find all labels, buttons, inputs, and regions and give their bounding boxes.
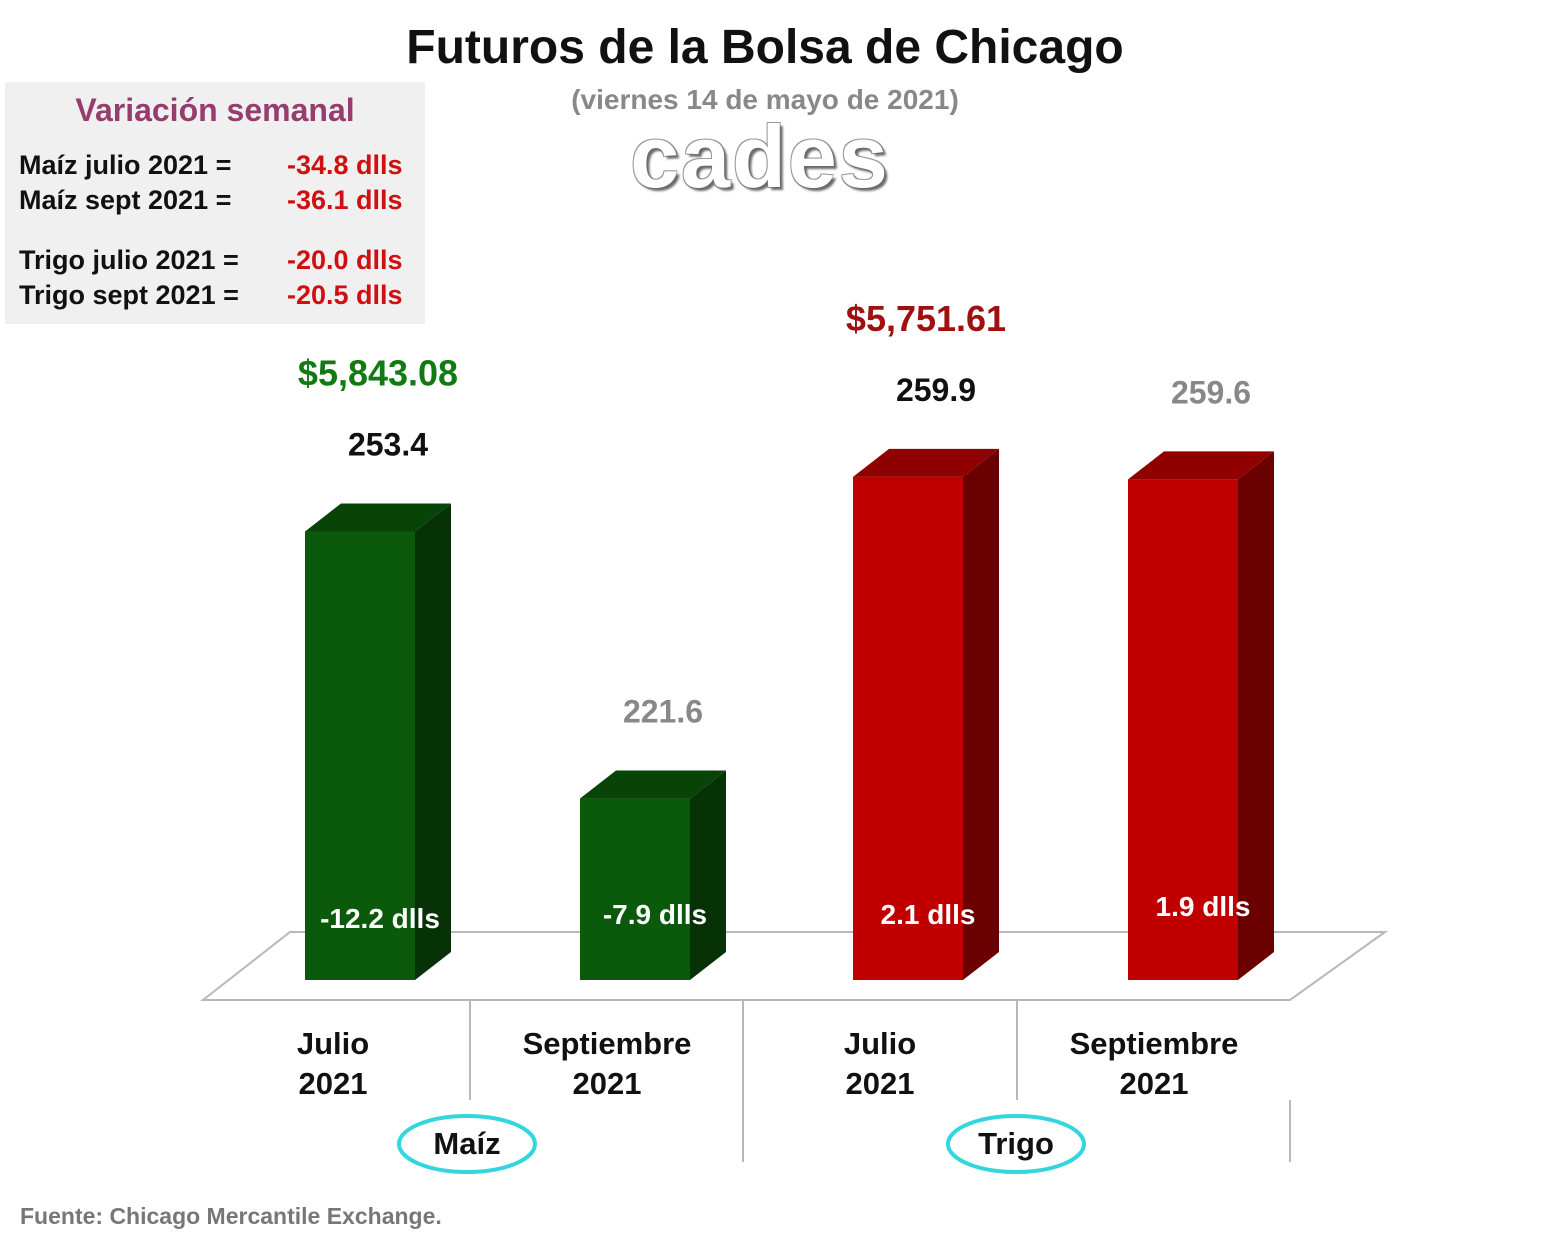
price-label: $5,843.08 bbox=[298, 352, 458, 393]
weekly-row-trigo-julio: Trigo julio 2021 = -20.0 dlls bbox=[19, 245, 403, 276]
weekly-row-label: Trigo sept 2021 = bbox=[19, 280, 239, 310]
weekly-row-value: -20.0 dlls bbox=[287, 245, 403, 275]
bar-side bbox=[415, 503, 451, 980]
chart-title: Futuros de la Bolsa de Chicago bbox=[406, 21, 1124, 74]
weekly-variation-box: Variación semanal Maíz julio 2021 = -34.… bbox=[5, 82, 425, 324]
category-label: 2021 bbox=[299, 1066, 368, 1101]
value-label: 253.4 bbox=[348, 426, 428, 462]
source-note: Fuente: Chicago Mercantile Exchange. bbox=[20, 1203, 442, 1229]
value-label: 259.9 bbox=[896, 372, 976, 408]
bar-top bbox=[305, 503, 451, 532]
value-label: 259.6 bbox=[1171, 374, 1251, 410]
weekly-row-value: -34.8 dlls bbox=[287, 150, 403, 180]
bar-top bbox=[580, 770, 726, 799]
bar-side bbox=[690, 770, 726, 980]
weekly-row-label: Maíz sept 2021 = bbox=[19, 185, 232, 215]
change-label: -7.9 dlls bbox=[603, 899, 707, 930]
group-ellipse bbox=[397, 1114, 537, 1174]
category-label: 2021 bbox=[573, 1066, 642, 1101]
weekly-row-value: -20.5 dlls bbox=[287, 280, 403, 310]
value-label: 221.6 bbox=[623, 694, 703, 730]
category-label: 2021 bbox=[846, 1066, 915, 1101]
category-label: 2021 bbox=[1120, 1066, 1189, 1101]
bar-top bbox=[853, 448, 999, 477]
weekly-row-label: Trigo julio 2021 = bbox=[19, 245, 239, 275]
bar-side bbox=[963, 448, 999, 981]
group-label: Trigo bbox=[978, 1126, 1054, 1161]
bar-side bbox=[1238, 451, 1274, 980]
weekly-row-maiz-sept: Maíz sept 2021 = -36.1 dlls bbox=[19, 185, 403, 216]
chart-subtitle: (viernes 14 de mayo de 2021) bbox=[571, 84, 959, 115]
bar-2 bbox=[580, 798, 690, 980]
group-label: Maíz bbox=[433, 1126, 500, 1161]
weekly-variation-title: Variación semanal bbox=[75, 92, 355, 128]
category-label: Septiembre bbox=[523, 1026, 692, 1061]
bar-4 bbox=[1128, 479, 1238, 980]
bar-top bbox=[1128, 451, 1274, 480]
weekly-row-label: Maíz julio 2021 = bbox=[19, 150, 232, 180]
category-label: Julio bbox=[844, 1026, 916, 1061]
price-label: $5,751.61 bbox=[846, 298, 1006, 339]
cades-logo: cades bbox=[630, 107, 890, 206]
change-label: 2.1 dlls bbox=[881, 899, 976, 930]
category-label: Septiembre bbox=[1070, 1026, 1239, 1061]
weekly-row-maiz-julio: Maíz julio 2021 = -34.8 dlls bbox=[19, 150, 403, 181]
weekly-row-trigo-sept: Trigo sept 2021 = -20.5 dlls bbox=[19, 280, 403, 311]
weekly-row-value: -36.1 dlls bbox=[287, 185, 403, 215]
change-label: 1.9 dlls bbox=[1156, 891, 1251, 922]
group-ellipse bbox=[946, 1114, 1086, 1174]
bar-3 bbox=[853, 476, 963, 980]
category-label: Julio bbox=[297, 1026, 369, 1061]
change-label: -12.2 dlls bbox=[320, 903, 440, 934]
bar-1 bbox=[305, 531, 415, 980]
chart-floor bbox=[200, 931, 1389, 1001]
